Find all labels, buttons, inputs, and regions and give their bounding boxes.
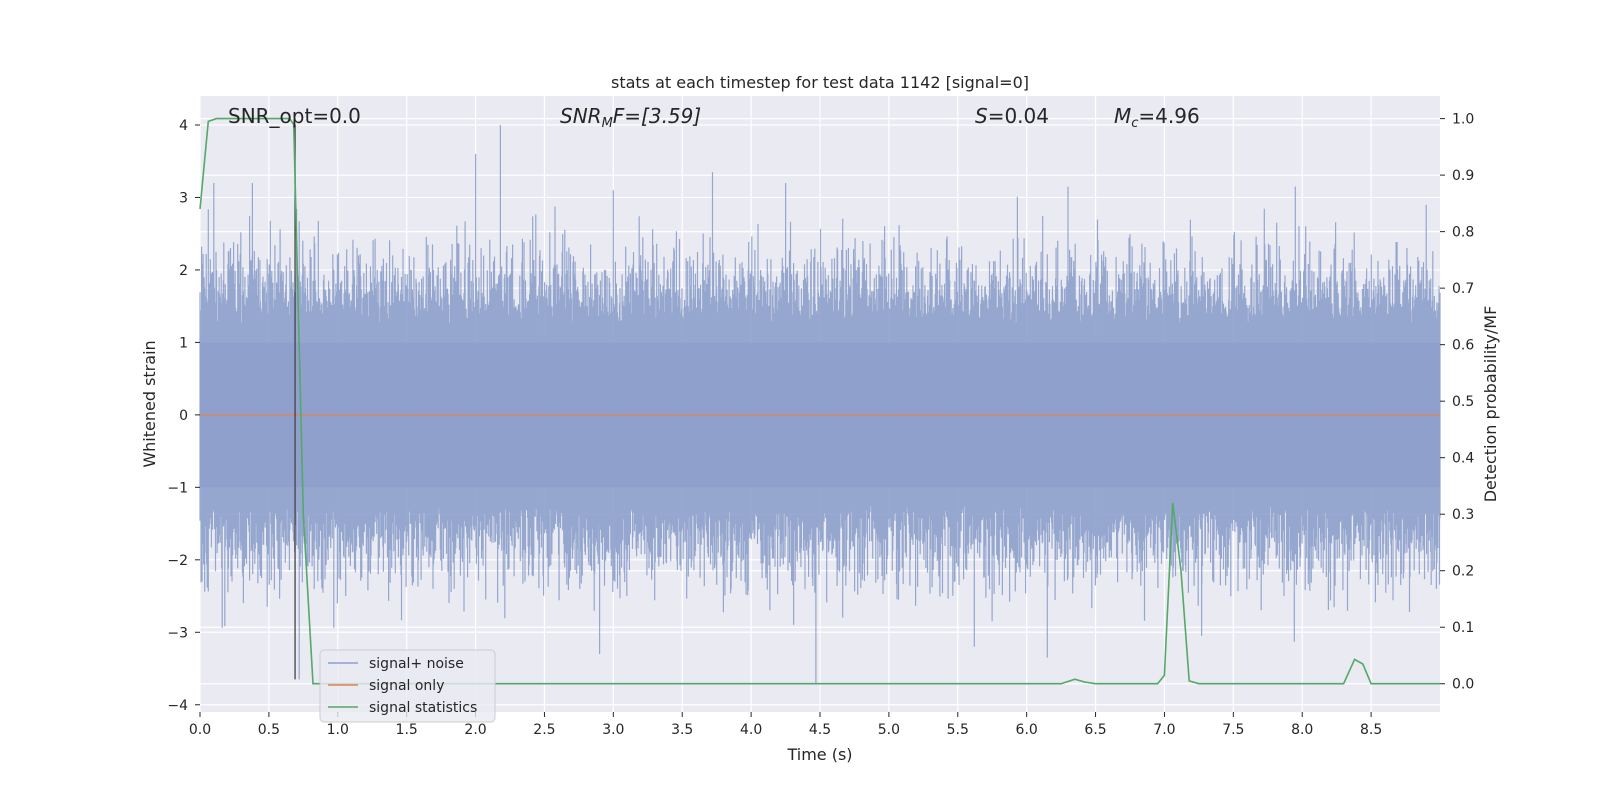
legend-box [319,649,496,723]
y-tick-label: 0 [179,408,188,424]
chart-title: stats at each timestep for test data 114… [611,73,1029,92]
y-tick-label: 4 [179,118,188,134]
y2-tick-label: 0.6 [1452,338,1474,354]
x-tick-label: 1.5 [396,722,418,738]
y-axis-label: Whitened strain [140,340,159,467]
series-signal-noise [199,125,1441,683]
y2-tick-label: 0.8 [1452,225,1474,241]
y-tick-label: −3 [167,625,188,641]
axes: 0.0 0.5 1.0 1.5 2.0 2.5 3.0 3.5 4.0 4.5 5.0 5.5 6.0 6… [167,112,1474,738]
y2-tick-label: 0.7 [1452,281,1474,297]
y-tick-label: 2 [179,263,188,279]
annotation-s: S=0.04 [975,104,1049,128]
x-tick-label: 8.0 [1291,722,1313,738]
legend: signal+ noise signal only signal statist… [319,649,496,723]
x-tick-label: 8.5 [1360,722,1382,738]
annotation-mc: Mc=4.96 [1114,104,1200,131]
mc-main: M [1114,104,1131,128]
x-tick-label: 2.5 [533,722,555,738]
x-tick-label: 5.5 [947,722,969,738]
y2-tick-label: 1.0 [1452,112,1474,128]
x-axis-label: Time (s) [786,745,852,764]
y-tick-label: −1 [167,480,188,496]
y2-tick-label: 0.0 [1452,677,1474,693]
x-tick-label: 5.0 [878,722,900,738]
legend-label-signal-statistics: signal statistics [369,700,477,716]
x-tick-label: 2.0 [464,722,486,738]
y-tick-label: −2 [167,553,188,569]
x-tick-label: 1.0 [327,722,349,738]
x-tick-label: 4.0 [740,722,762,738]
y-tick-label: 3 [179,190,188,206]
legend-label-signal-only: signal only [369,678,444,694]
y2-tick-label: 0.5 [1452,394,1474,410]
x-tick-label: 4.5 [809,722,831,738]
series-layer [199,117,1441,685]
annotation-snr-mf: SNRMF=[3.59] [560,104,701,131]
y2-tick-label: 0.4 [1452,451,1474,467]
x-tick-label: 0.0 [189,722,211,738]
y2-tick-label: 0.9 [1452,168,1474,184]
annotation-snr-opt: SNR_opt=0.0 [228,104,361,128]
snr-mf-sub: M [602,116,613,131]
mc-sub: c [1131,116,1138,131]
y2-tick-label: 0.2 [1452,564,1474,580]
x-tick-label: 0.5 [258,722,280,738]
y-tick-label: −4 [167,698,188,714]
x-tick-label: 6.0 [1016,722,1038,738]
mc-rest: =4.96 [1138,104,1199,128]
x-tick-label: 3.0 [602,722,624,738]
snr-mf-main: SNR [560,104,602,128]
legend-label-signal-noise: signal+ noise [369,656,464,672]
x-tick-label: 3.5 [671,722,693,738]
s-rest: =0.04 [988,104,1049,128]
y-tick-label: 1 [179,335,188,351]
y2-tick-label: 0.3 [1452,507,1474,523]
y2-axis-label: Detection probability/MF [1481,306,1500,503]
s-main: S [975,104,988,128]
x-tick-label: 6.5 [1084,722,1106,738]
snr-mf-rest: F=[3.59] [613,104,701,128]
x-tick-label: 7.5 [1222,722,1244,738]
series-signal-statistics [199,117,1440,685]
x-tick-label: 7.0 [1153,722,1175,738]
y2-tick-label: 0.1 [1452,620,1474,636]
